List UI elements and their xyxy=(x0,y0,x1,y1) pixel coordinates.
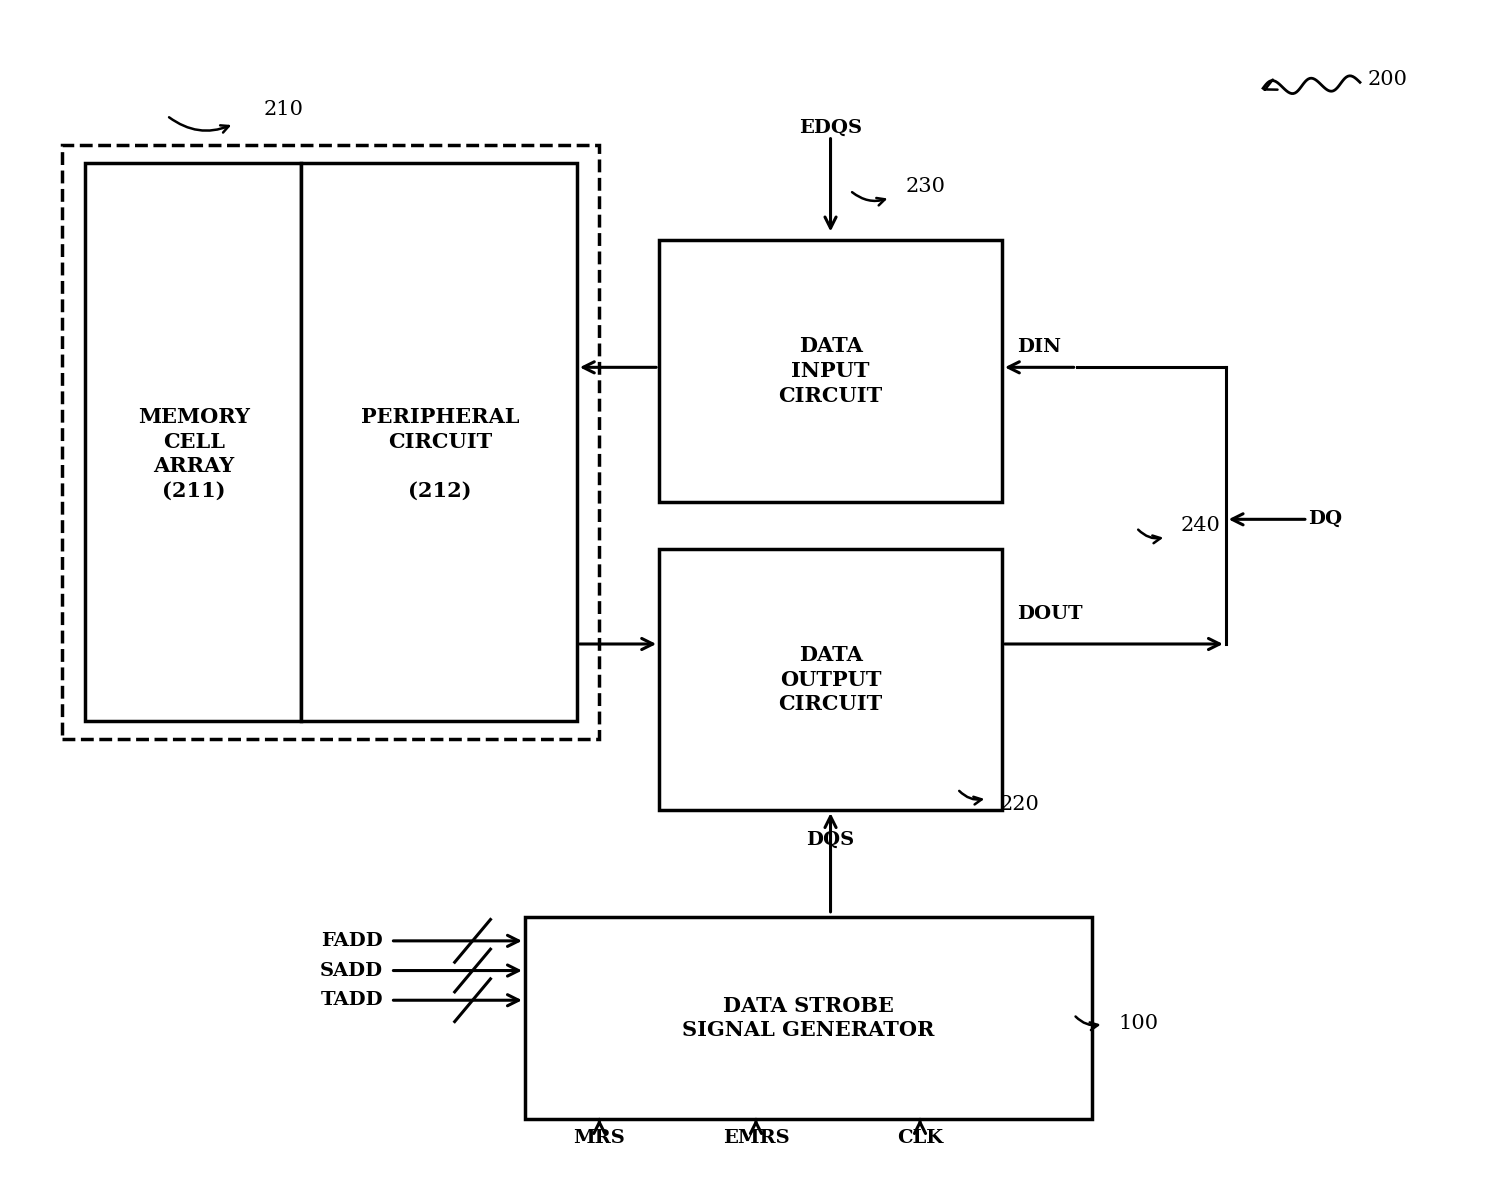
Text: DQS: DQS xyxy=(807,832,855,849)
Text: EDQS: EDQS xyxy=(799,118,862,136)
Text: SADD: SADD xyxy=(320,962,383,979)
Bar xyxy=(63,146,599,738)
Bar xyxy=(659,549,1001,810)
Text: 230: 230 xyxy=(906,178,945,197)
Text: DATA
INPUT
CIRCUIT: DATA INPUT CIRCUIT xyxy=(778,336,883,406)
Text: 200: 200 xyxy=(1367,70,1407,89)
Text: DOUT: DOUT xyxy=(1016,605,1082,623)
Text: DIN: DIN xyxy=(1016,338,1061,357)
Text: DQ: DQ xyxy=(1308,511,1341,528)
Text: DATA
OUTPUT
CIRCUIT: DATA OUTPUT CIRCUIT xyxy=(778,645,883,715)
Text: DATA STROBE
SIGNAL GENERATOR: DATA STROBE SIGNAL GENERATOR xyxy=(683,996,934,1040)
Text: FADD: FADD xyxy=(322,932,383,950)
Text: MEMORY
CELL
ARRAY
(211): MEMORY CELL ARRAY (211) xyxy=(138,407,250,501)
Text: 220: 220 xyxy=(998,795,1039,814)
Text: MRS: MRS xyxy=(573,1129,626,1146)
Text: 100: 100 xyxy=(1118,1014,1159,1033)
Text: EMRS: EMRS xyxy=(723,1129,789,1146)
Text: TADD: TADD xyxy=(320,991,383,1009)
Bar xyxy=(85,163,301,722)
Bar xyxy=(659,240,1001,501)
Bar xyxy=(301,163,576,722)
Text: 240: 240 xyxy=(1181,515,1222,534)
Text: 210: 210 xyxy=(263,100,304,119)
Text: CLK: CLK xyxy=(897,1129,943,1146)
Text: PERIPHERAL
CIRCUIT

(212): PERIPHERAL CIRCUIT (212) xyxy=(361,407,519,501)
Bar xyxy=(525,917,1091,1119)
